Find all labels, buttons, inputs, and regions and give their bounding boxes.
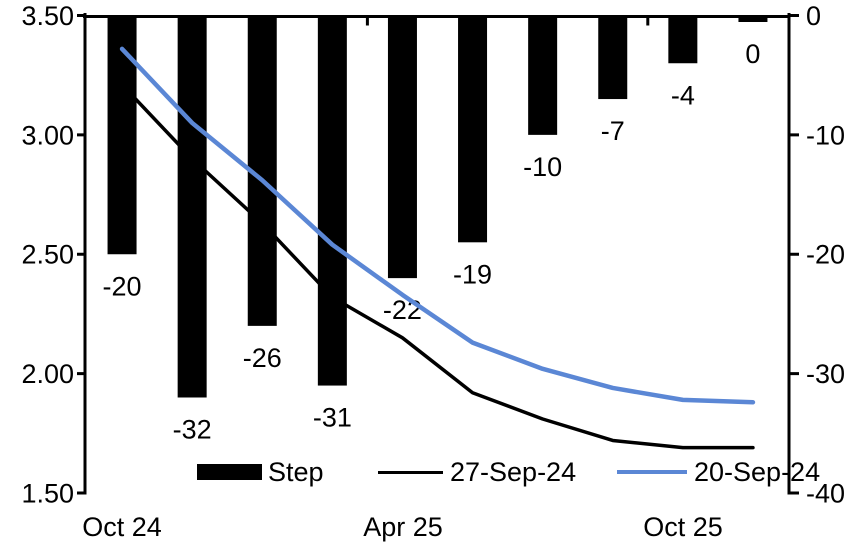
legend-line-swatch-27-sep-24	[378, 470, 443, 474]
right-axis-tick-label: -10	[806, 120, 845, 150]
legend-label-20-sep-24: 20-Sep-24	[694, 457, 821, 487]
bar-value-label: -4	[671, 80, 695, 110]
step-bar	[387, 17, 417, 279]
step-bar	[458, 17, 488, 243]
left-axis-tick-label: 1.50	[21, 478, 74, 508]
bar-value-label: -10	[523, 152, 562, 182]
legend-line-swatch-20-sep-24	[617, 470, 687, 474]
x-axis-label: Apr 25	[363, 512, 443, 542]
line-series-27-sep-24	[120, 82, 755, 450]
step-bar	[738, 17, 768, 22]
bar-value-label: -19	[453, 259, 492, 289]
step-bar	[528, 17, 558, 135]
left-axis-tick-label: 3.00	[21, 120, 74, 150]
right-axis-tick-label: -40	[806, 478, 845, 508]
bar-value-label: 0	[745, 39, 760, 69]
bar-value-label: -20	[103, 271, 142, 301]
left-axis-tick-label: 2.50	[21, 240, 74, 270]
bar-value-label: -26	[243, 343, 282, 373]
legend-item-20-sep-24: 20-Sep-24	[617, 456, 820, 488]
left-axis-tick-label: 2.00	[21, 359, 74, 389]
right-axis-tick-label: -30	[806, 359, 845, 389]
legend-step-swatch	[197, 464, 262, 480]
bar-value-label: -31	[313, 403, 352, 433]
left-axis-tick-label: 3.50	[21, 1, 74, 31]
line-series-20-sep-24	[119, 46, 756, 405]
right-axis-tick-label: 0	[806, 1, 821, 31]
legend-label-step: Step	[268, 457, 324, 487]
legend-label-27-sep-24: 27-Sep-24	[450, 457, 577, 487]
x-axis-label: Oct 25	[643, 512, 723, 542]
step-bar	[598, 17, 628, 100]
step-bar	[317, 17, 347, 386]
bar-value-label: -32	[173, 415, 212, 445]
step-bar	[107, 17, 137, 255]
legend-item-step: Step	[197, 456, 324, 488]
right-axis-tick-label: -20	[806, 240, 845, 270]
legend-item-27-sep-24: 27-Sep-24	[378, 456, 576, 488]
x-axis-label: Oct 24	[82, 512, 162, 542]
bar-value-label: -7	[601, 116, 625, 146]
step-bar	[668, 17, 698, 64]
step-bar	[177, 17, 207, 398]
bar-value-label: -22	[383, 295, 422, 325]
